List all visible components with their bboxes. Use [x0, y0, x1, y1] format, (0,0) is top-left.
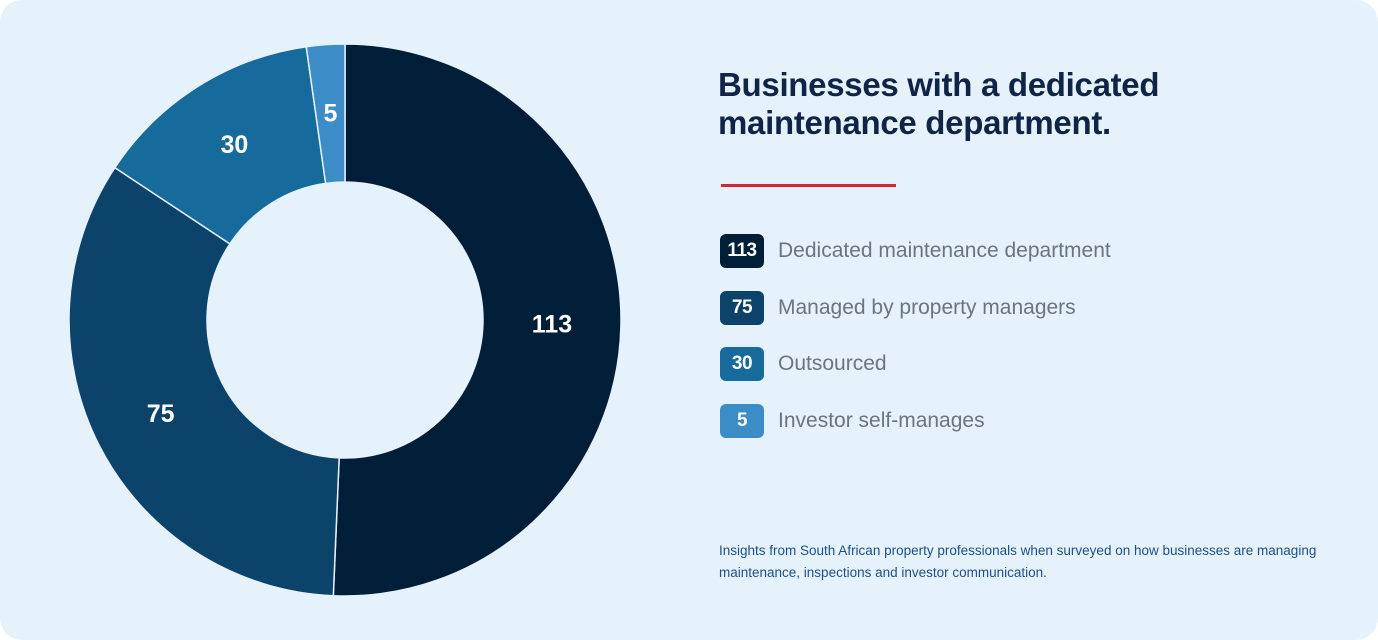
- legend-item: 30 Outsourced: [720, 346, 1111, 382]
- slice-value-label: 5: [323, 100, 337, 128]
- slice-value-label: 75: [147, 400, 175, 428]
- slice-value-label: 30: [221, 131, 249, 159]
- chart-legend: 113 Dedicated maintenance department 75 …: [720, 233, 1111, 459]
- title-divider: [721, 184, 896, 187]
- legend-item: 5 Investor self-manages: [720, 403, 1111, 439]
- legend-value-badge: 5: [720, 403, 764, 438]
- donut-slice: [332, 43, 622, 597]
- donut-chart: 113 75 30 5: [68, 43, 622, 597]
- legend-value-badge: 30: [720, 347, 764, 381]
- donut-slice: [113, 45, 327, 245]
- slice-value-label: 113: [532, 310, 572, 338]
- donut-slice: [305, 43, 346, 185]
- legend-label: Managed by property managers: [778, 295, 1076, 319]
- legend-value-badge: 75: [720, 290, 764, 325]
- legend-label: Investor self-manages: [778, 408, 985, 432]
- donut-slice: [68, 166, 340, 597]
- legend-item: 75 Managed by property managers: [720, 290, 1111, 326]
- legend-value-badge: 113: [720, 234, 764, 268]
- legend-item: 113 Dedicated maintenance department: [720, 233, 1111, 269]
- survey-footnote: Insights from South African property pro…: [719, 543, 1317, 580]
- legend-label: Outsourced: [778, 352, 887, 375]
- legend-label: Dedicated maintenance department: [778, 239, 1111, 262]
- chart-title: Businesses with a dedicated maintenance …: [718, 66, 1160, 141]
